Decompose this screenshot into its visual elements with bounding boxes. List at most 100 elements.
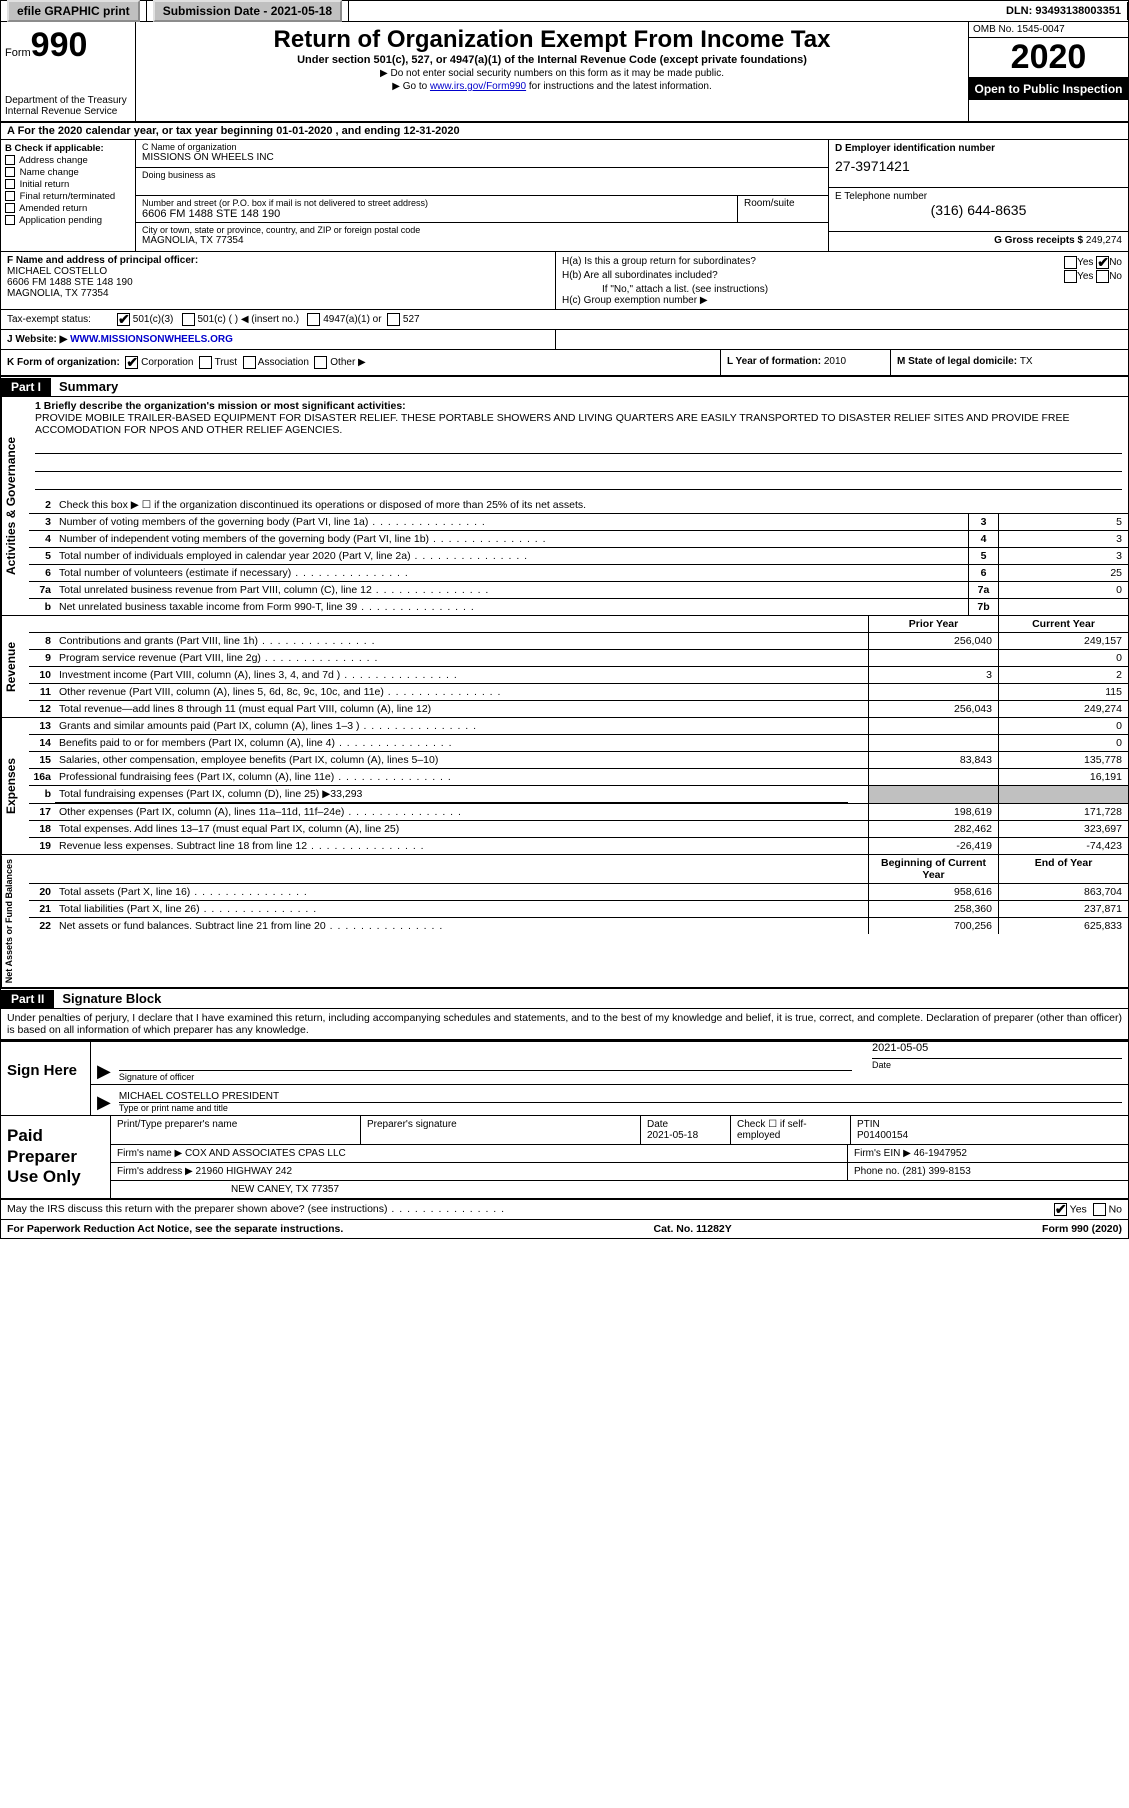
- omb-number: OMB No. 1545-0047: [969, 22, 1128, 38]
- opt-trust: Trust: [215, 357, 237, 368]
- sign-arrow-icon: ▶: [97, 1061, 111, 1082]
- cat-number: Cat. No. 11282Y: [654, 1223, 732, 1235]
- chk-corp[interactable]: [125, 356, 138, 369]
- r21-num: 21: [29, 901, 55, 917]
- r22-begin: 700,256: [868, 918, 998, 934]
- opt-527: 527: [403, 314, 420, 325]
- opt-501c3: 501(c)(3): [133, 314, 174, 325]
- part1-num: Part I: [1, 378, 51, 396]
- chk-discuss-yes[interactable]: [1054, 1203, 1067, 1216]
- chk-501c[interactable]: [182, 313, 195, 326]
- r5-val: 3: [998, 548, 1128, 564]
- r17-prior: 198,619: [868, 804, 998, 820]
- chk-discuss-no[interactable]: [1093, 1203, 1106, 1216]
- r9-num: 9: [29, 650, 55, 666]
- part2-header: Part II Signature Block: [1, 989, 1128, 1009]
- chk-other[interactable]: [314, 356, 327, 369]
- r16a-desc: Professional fundraising fees (Part IX, …: [55, 769, 868, 785]
- hdr-prior: Prior Year: [868, 616, 998, 632]
- r12-curr: 249,274: [998, 701, 1128, 717]
- officer-signature-field[interactable]: Signature of officer: [119, 1070, 852, 1082]
- row-fh: F Name and address of principal officer:…: [1, 252, 1128, 310]
- officer-name-label: Type or print name and title: [119, 1102, 1122, 1113]
- form-ref: Form 990 (2020): [1042, 1223, 1122, 1235]
- website-label: J Website: ▶: [7, 334, 70, 345]
- r17-curr: 171,728: [998, 804, 1128, 820]
- r14-curr: 0: [998, 735, 1128, 751]
- firm-ein-label: Firm's EIN ▶: [854, 1148, 914, 1159]
- officer-addr1: 6606 FM 1488 STE 148 190: [7, 277, 549, 288]
- chk-address-change[interactable]: [5, 155, 15, 165]
- chk-assoc[interactable]: [243, 356, 256, 369]
- chk-trust[interactable]: [199, 356, 212, 369]
- r10-desc: Investment income (Part VIII, column (A)…: [55, 667, 868, 683]
- hdr-begin: Beginning of Current Year: [868, 855, 998, 883]
- phone-value: (316) 644-8635: [835, 202, 1122, 218]
- vtab-expenses: Expenses: [1, 718, 29, 854]
- chk-initial-return[interactable]: [5, 179, 15, 189]
- r6-val: 25: [998, 565, 1128, 581]
- r7a-desc: Total unrelated business revenue from Pa…: [55, 582, 968, 598]
- r7b-box: 7b: [968, 599, 998, 615]
- form-prefix: Form: [5, 47, 31, 59]
- r18-desc: Total expenses. Add lines 13–17 (must eq…: [55, 821, 868, 837]
- r21-begin: 258,360: [868, 901, 998, 917]
- hdr-current: Current Year: [998, 616, 1128, 632]
- submission-date-button[interactable]: Submission Date - 2021-05-18: [153, 0, 342, 22]
- r3-box: 3: [968, 514, 998, 530]
- chk-527[interactable]: [387, 313, 400, 326]
- r19-curr: -74,423: [998, 838, 1128, 854]
- dln-value: 93493138003351: [1035, 5, 1121, 17]
- part1-title: Summary: [51, 377, 126, 396]
- r14-prior: [868, 735, 998, 751]
- prep-date: 2021-05-18: [647, 1130, 698, 1141]
- r12-num: 12: [29, 701, 55, 717]
- chk-501c3[interactable]: [117, 313, 130, 326]
- r10-num: 10: [29, 667, 55, 683]
- chk-final-return[interactable]: [5, 191, 15, 201]
- ha-yes: Yes: [1077, 257, 1093, 268]
- r22-num: 22: [29, 918, 55, 934]
- website-link[interactable]: WWW.MISSIONSONWHEELS.ORG: [70, 334, 233, 345]
- irs-link[interactable]: www.irs.gov/Form990: [430, 81, 526, 92]
- r16b-num: b: [29, 786, 55, 803]
- r15-desc: Salaries, other compensation, employee b…: [55, 752, 868, 768]
- chk-ha-yes[interactable]: [1064, 256, 1077, 269]
- officer-addr2: MAGNOLIA, TX 77354: [7, 288, 549, 299]
- officer-name: MICHAEL COSTELLO: [7, 266, 549, 277]
- r20-num: 20: [29, 884, 55, 900]
- r11-prior: [868, 684, 998, 700]
- r12-desc: Total revenue—add lines 8 through 11 (mu…: [55, 701, 868, 717]
- chk-app-pending[interactable]: [5, 215, 15, 225]
- chk-4947[interactable]: [307, 313, 320, 326]
- paid-preparer-section: Paid Preparer Use Only Print/Type prepar…: [1, 1116, 1128, 1200]
- section-bcd: B Check if applicable: Address change Na…: [1, 140, 1128, 252]
- chk-amended[interactable]: [5, 203, 15, 213]
- ein-value: 27-3971421: [835, 158, 1122, 174]
- r18-prior: 282,462: [868, 821, 998, 837]
- r17-desc: Other expenses (Part IX, column (A), lin…: [55, 804, 868, 820]
- chk-name-change[interactable]: [5, 167, 15, 177]
- hb-no: No: [1109, 271, 1122, 282]
- form-subtitle: Under section 501(c), 527, or 4947(a)(1)…: [142, 54, 962, 66]
- chk-ha-no[interactable]: [1096, 256, 1109, 269]
- ptin-value: P01400154: [857, 1130, 908, 1141]
- efile-button[interactable]: efile GRAPHIC print: [7, 0, 140, 22]
- firm-addr2: NEW CANEY, TX 77357: [111, 1181, 1128, 1198]
- chk-hb-no[interactable]: [1096, 270, 1109, 283]
- r5-num: 5: [29, 548, 55, 564]
- mission-blank-3: [35, 476, 1122, 490]
- r13-prior: [868, 718, 998, 734]
- hdr-end: End of Year: [998, 855, 1128, 883]
- r7a-num: 7a: [29, 582, 55, 598]
- domicile-state: TX: [1020, 356, 1033, 367]
- city-state-zip: MAGNOLIA, TX 77354: [142, 235, 822, 246]
- chk-hb-yes[interactable]: [1064, 270, 1077, 283]
- paperwork-notice: For Paperwork Reduction Act Notice, see …: [7, 1223, 343, 1235]
- opt-corp: Corporation: [141, 357, 193, 368]
- r10-curr: 2: [998, 667, 1128, 683]
- r16a-curr: 16,191: [998, 769, 1128, 785]
- vtab-activities: Activities & Governance: [1, 397, 29, 615]
- r5-desc: Total number of individuals employed in …: [55, 548, 968, 564]
- firm-ein: 46-1947952: [914, 1148, 967, 1159]
